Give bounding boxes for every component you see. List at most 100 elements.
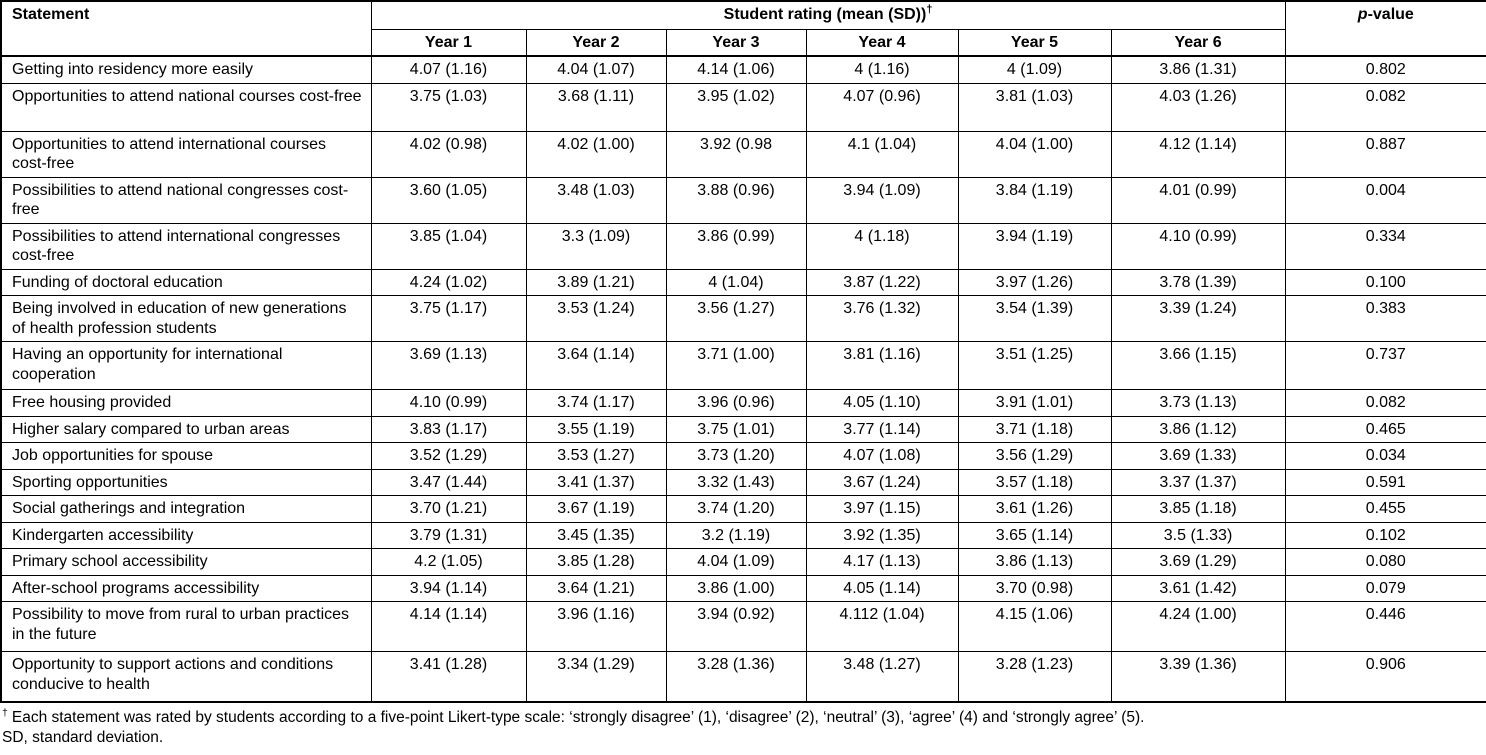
rating-cell: 3.55 (1.19) <box>525 415 667 444</box>
statement-cell: Higher salary compared to urban areas <box>0 415 372 444</box>
rating-cell: 4 (1.09) <box>957 55 1112 84</box>
rating-cell: 3.67 (1.24) <box>805 468 959 497</box>
rating-cell: 4 (1.16) <box>805 55 959 84</box>
rating-cell: 3.86 (1.31) <box>1110 55 1286 84</box>
rating-cell: 3.71 (1.00) <box>665 341 807 391</box>
pvalue-cell: 0.082 <box>1284 389 1486 417</box>
pvalue-cell: 0.080 <box>1284 548 1486 576</box>
statement-cell: After-school programs accessibility <box>0 574 372 603</box>
table-row: Being involved in education of new gener… <box>0 295 1486 343</box>
year-header: Year 4 <box>805 28 959 57</box>
rating-cell: 3.69 (1.29) <box>1110 548 1286 576</box>
rating-cell: 3.56 (1.27) <box>665 295 807 343</box>
table-row: Getting into residency more easily 4.07 (… <box>0 55 1486 84</box>
rating-cell: 4.2 (1.05) <box>370 548 527 576</box>
rating-cell: 3.45 (1.35) <box>525 521 667 550</box>
pvalue-cell: 0.079 <box>1284 574 1486 603</box>
table-row: Having an opportunity for international … <box>0 341 1486 391</box>
rating-cell: 3.87 (1.22) <box>805 268 959 297</box>
statement-cell: Being involved in education of new gener… <box>0 295 372 343</box>
table-row: Higher salary compared to urban areas 3.8… <box>0 415 1486 444</box>
statement-cell: Primary school accessibility <box>0 548 372 576</box>
rating-cell: 3.73 (1.13) <box>1110 389 1286 417</box>
rating-cell: 4.12 (1.14) <box>1110 130 1286 178</box>
statement-cell: Having an opportunity for international … <box>0 341 372 391</box>
rating-cell: 3.52 (1.29) <box>370 442 527 470</box>
rating-cell: 3.41 (1.28) <box>370 651 527 703</box>
rating-cell: 3.2 (1.19) <box>665 521 807 550</box>
rating-cell: 4.05 (1.14) <box>805 574 959 603</box>
student-ratings-table: Statement Student rating (mean (SD))† p-… <box>0 0 1486 703</box>
rating-cell: 3.39 (1.24) <box>1110 295 1286 343</box>
rating-cell: 3.89 (1.21) <box>525 268 667 297</box>
rating-cell: 3.94 (1.19) <box>957 222 1112 270</box>
statement-cell: Possibilities to attend international co… <box>0 222 372 270</box>
rating-cell: 4.05 (1.10) <box>805 389 959 417</box>
pvalue-cell: 0.465 <box>1284 415 1486 444</box>
statement-cell: Job opportunities for spouse <box>0 442 372 470</box>
rating-cell: 3.70 (1.21) <box>370 495 527 523</box>
rating-cell: 3.57 (1.18) <box>957 468 1112 497</box>
rating-cell: 3.34 (1.29) <box>525 651 667 703</box>
pvalue-cell: 0.034 <box>1284 442 1486 470</box>
table-row: Funding of doctoral education 4.24 (1.02)… <box>0 268 1486 297</box>
rating-cell: 3.86 (0.99) <box>665 222 807 270</box>
rating-cell: 3.97 (1.26) <box>957 268 1112 297</box>
pvalue-cell: 0.455 <box>1284 495 1486 523</box>
pvalue-column-header: p-value <box>1284 0 1486 57</box>
statement-cell: Possibilities to attend national congres… <box>0 176 372 224</box>
rating-cell: 4.10 (0.99) <box>1110 222 1286 270</box>
rating-cell: 3.92 (0.98 <box>665 130 807 178</box>
table-row: Kindergarten accessibility 3.79 (1.31) 3.4… <box>0 521 1486 550</box>
rating-cell: 3.68 (1.11) <box>525 82 667 132</box>
rating-cell: 3.85 (1.04) <box>370 222 527 270</box>
rating-cell: 3.61 (1.42) <box>1110 574 1286 603</box>
footnote-dagger: † <box>2 706 8 719</box>
table-body: Getting into residency more easily 4.07 (… <box>0 55 1486 703</box>
rating-cell: 3.41 (1.37) <box>525 468 667 497</box>
rating-cell: 3.48 (1.27) <box>805 651 959 703</box>
statement-cell: Possibility to move from rural to urban … <box>0 601 372 653</box>
rating-cell: 4.07 (1.08) <box>805 442 959 470</box>
table-row: After-school programs accessibility 3.94 … <box>0 574 1486 603</box>
rating-cell: 4 (1.04) <box>665 268 807 297</box>
rating-cell: 3.92 (1.35) <box>805 521 959 550</box>
table-row: Opportunity to support actions and condi… <box>0 651 1486 703</box>
rating-cell: 3.56 (1.29) <box>957 442 1112 470</box>
rating-cell: 4.01 (0.99) <box>1110 176 1286 224</box>
group-header-label: Student rating (mean (SD)) <box>723 6 927 23</box>
table-row: Possibilities to attend international co… <box>0 222 1486 270</box>
rating-cell: 3.86 (1.12) <box>1110 415 1286 444</box>
year-header: Year 3 <box>665 28 807 57</box>
statement-cell: Opportunities to attend national courses… <box>0 82 372 132</box>
rating-cell: 4.10 (0.99) <box>370 389 527 417</box>
rating-cell: 3.54 (1.39) <box>957 295 1112 343</box>
rating-cell: 3.85 (1.18) <box>1110 495 1286 523</box>
rating-cell: 3.51 (1.25) <box>957 341 1112 391</box>
pvalue-header-p: p <box>1357 6 1368 23</box>
footnotes: † Each statement was rated by students ac… <box>0 703 1486 755</box>
rating-cell: 3.28 (1.36) <box>665 651 807 703</box>
pvalue-cell: 0.004 <box>1284 176 1486 224</box>
rating-cell: 3.94 (1.14) <box>370 574 527 603</box>
rating-cell: 4.24 (1.02) <box>370 268 527 297</box>
rating-cell: 4.02 (1.00) <box>525 130 667 178</box>
table-row: Possibility to move from rural to urban … <box>0 601 1486 653</box>
pvalue-cell: 0.082 <box>1284 82 1486 132</box>
table-row: Possibilities to attend national congres… <box>0 176 1486 224</box>
table-row: Job opportunities for spouse 3.52 (1.29) 3… <box>0 442 1486 470</box>
rating-cell: 4.04 (1.00) <box>957 130 1112 178</box>
rating-cell: 3.3 (1.09) <box>525 222 667 270</box>
pvalue-cell: 0.100 <box>1284 268 1486 297</box>
rating-cell: 3.76 (1.32) <box>805 295 959 343</box>
year-header-row: Year 1 Year 2 Year 3 Year 4 Year 5 Year 6 <box>1 28 1486 57</box>
footnote-sd: SD, standard deviation. <box>2 729 164 747</box>
pvalue-cell: 0.102 <box>1284 521 1486 550</box>
rating-cell: 3.75 (1.17) <box>370 295 527 343</box>
pvalue-cell: 0.446 <box>1284 601 1486 653</box>
rating-cell: 4.24 (1.00) <box>1110 601 1286 653</box>
rating-cell: 3.85 (1.28) <box>525 548 667 576</box>
year-header: Year 5 <box>957 28 1112 57</box>
statement-cell: Kindergarten accessibility <box>0 521 372 550</box>
